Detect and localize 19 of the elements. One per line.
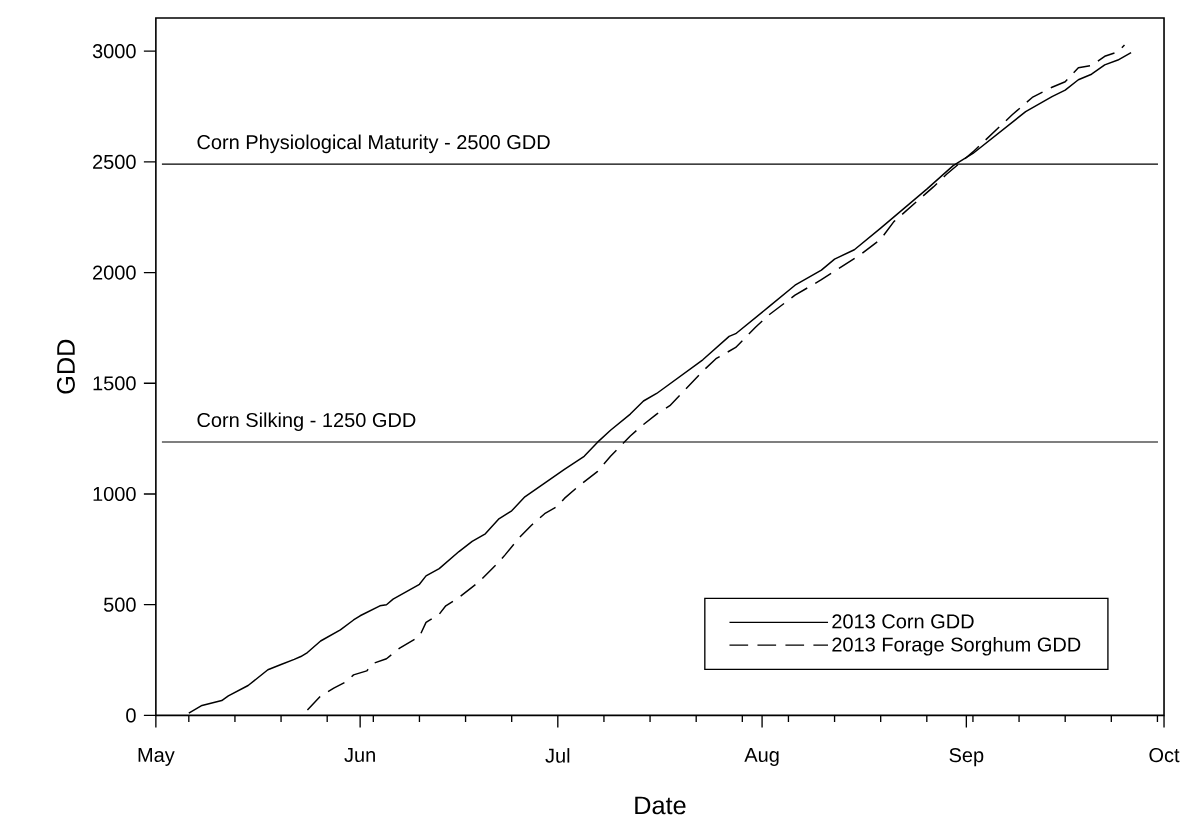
x-tick-label: Aug (744, 747, 779, 766)
y-tick-label: 2000 (93, 265, 136, 280)
x-axis-title: Date (635, 796, 686, 815)
ref-line-label: Corn Physiological Maturity - 2500 GDD (197, 134, 550, 154)
legend-label: 2013 Forage Sorghum GDD (832, 636, 1081, 656)
x-tick-label: Oct (1149, 747, 1180, 763)
y-tick-label: 2500 (93, 154, 136, 169)
y-tick-label: 3000 (92, 43, 136, 59)
x-tick-label: May (138, 747, 175, 766)
x-tick-label: Sep (949, 747, 984, 767)
y-tick-label: 1000 (93, 486, 136, 501)
ref-line-label: Corn Silking - 1250 GDD (197, 412, 416, 431)
y-tick-label: 0 (126, 708, 136, 723)
y-tick-label: 500 (103, 597, 136, 612)
legend-label: 2013 Corn GDD (832, 614, 974, 629)
y-axis-title: GDD (56, 339, 75, 394)
y-tick-label: 1500 (93, 376, 136, 391)
x-tick-label: Jun (344, 747, 375, 762)
x-tick-label: Jul (545, 747, 570, 763)
